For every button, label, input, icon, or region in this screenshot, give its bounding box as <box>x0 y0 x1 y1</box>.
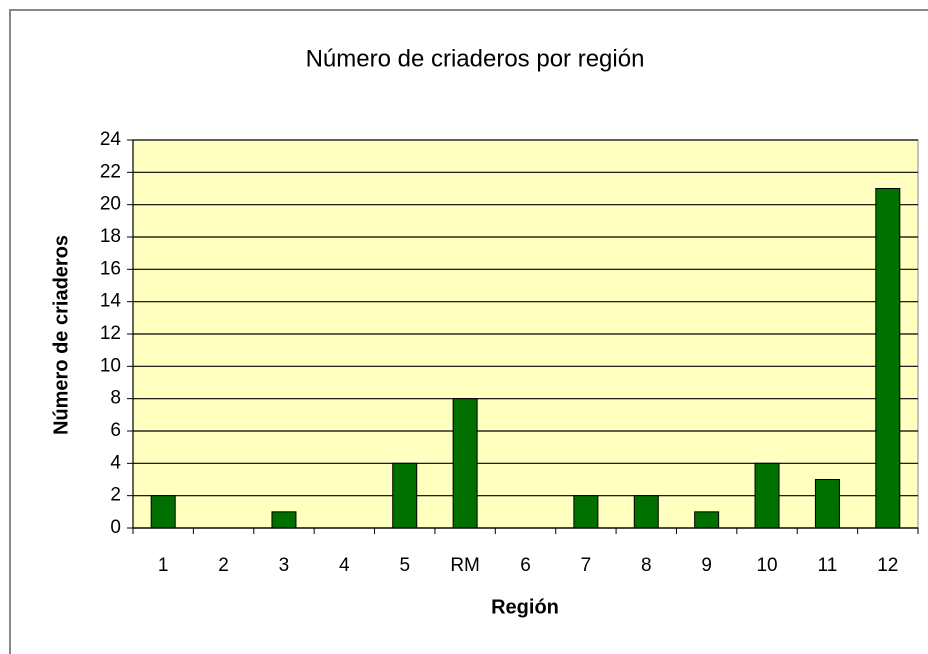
bar <box>573 495 599 529</box>
y-tick-label: 22 <box>100 161 121 182</box>
bar <box>150 495 176 529</box>
x-tick-label: 7 <box>581 555 592 576</box>
x-tick-label: 11 <box>818 555 838 576</box>
y-tick-label: 16 <box>100 258 121 279</box>
y-tick-label: 0 <box>110 517 121 538</box>
y-tick-label: 18 <box>100 226 121 247</box>
bar <box>633 495 659 529</box>
x-tick-label: 12 <box>877 555 898 576</box>
x-tick-label: 8 <box>641 555 652 576</box>
x-tick-label: 4 <box>339 555 350 576</box>
y-tick-label: 20 <box>100 194 121 215</box>
x-tick-label: 1 <box>158 555 169 576</box>
y-tick-label: 4 <box>110 452 121 473</box>
x-tick-label: RM <box>450 555 480 576</box>
x-tick-label: 6 <box>520 555 531 576</box>
x-axis-title: Región <box>491 596 559 618</box>
y-tick-label: 6 <box>110 420 121 441</box>
y-tick-label: 10 <box>100 355 121 376</box>
bar <box>875 188 901 529</box>
bar <box>814 479 840 529</box>
bar <box>694 511 720 529</box>
bar <box>754 462 780 529</box>
y-tick-label: 8 <box>110 388 121 409</box>
bar <box>392 462 418 529</box>
chart-title: Número de criaderos por región <box>306 45 645 72</box>
bar <box>452 398 478 529</box>
y-tick-label: 2 <box>110 485 121 506</box>
x-tick-label: 10 <box>756 555 777 576</box>
x-tick-label: 5 <box>399 555 410 576</box>
y-tick-label: 14 <box>100 291 122 312</box>
y-tick-label: 24 <box>100 129 122 150</box>
x-tick-label: 9 <box>701 555 712 576</box>
x-tick-label: 2 <box>218 555 229 576</box>
y-axis-title: Número de criaderos <box>50 235 72 435</box>
bar <box>271 511 297 529</box>
x-tick-label: 3 <box>279 555 290 576</box>
y-tick-label: 12 <box>100 323 121 344</box>
